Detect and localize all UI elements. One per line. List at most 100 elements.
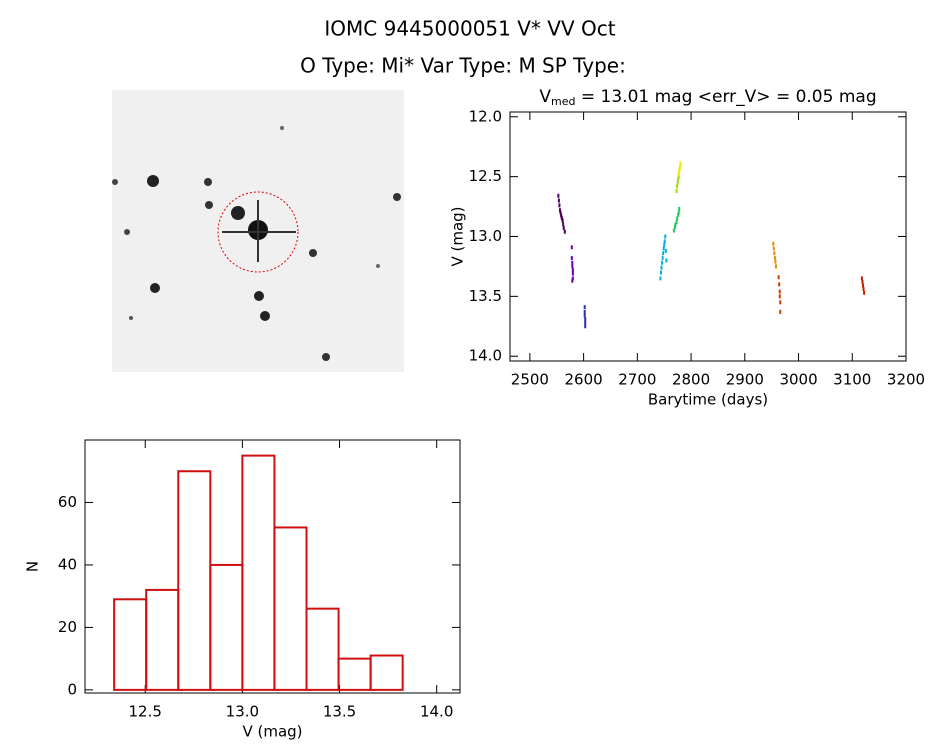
data-point — [663, 242, 666, 247]
data-point — [860, 276, 863, 281]
subtitle: O Type: Mi* Var Type: M SP Type: — [300, 54, 626, 78]
data-point — [773, 256, 776, 261]
x-tick-label: 2700 — [618, 371, 656, 389]
x-tick-label: 13.5 — [323, 703, 356, 721]
data-point — [571, 278, 574, 283]
data-point — [571, 271, 574, 276]
plot-title-subscript: med — [551, 95, 575, 108]
data-point — [571, 268, 574, 273]
y-tick-label: 13.5 — [469, 287, 502, 305]
data-point — [663, 239, 666, 244]
histogram-bar — [369, 654, 404, 691]
data-point — [679, 163, 682, 168]
y-axis-label: V (mag) — [449, 206, 467, 266]
data-point — [661, 256, 664, 261]
x-tick-label: 13.0 — [226, 703, 259, 721]
data-point — [773, 251, 776, 256]
y-axis-label: N — [24, 561, 42, 572]
y-tick-label: 40 — [58, 555, 77, 573]
data-point — [662, 246, 665, 251]
data-point — [772, 241, 775, 246]
data-point — [677, 177, 680, 182]
data-point — [563, 229, 566, 234]
x-tick-label: 12.5 — [129, 703, 162, 721]
data-point — [584, 320, 587, 325]
data-point — [562, 222, 565, 227]
x-tick-label: 3100 — [833, 371, 871, 389]
data-point — [584, 317, 587, 322]
y-tick-label: 13.0 — [469, 227, 502, 245]
data-point — [571, 276, 574, 281]
light-curve-plot: 2500 2600 2700 2800 2900 3000 3100 3200 12.0 12.5… — [449, 87, 926, 409]
histogram-bar — [273, 526, 308, 691]
data-point — [571, 264, 574, 269]
data-point — [779, 309, 782, 314]
data-point — [583, 305, 586, 310]
x-tick-label: 2500 — [511, 371, 549, 389]
data-point — [673, 224, 676, 229]
data-point — [678, 168, 681, 173]
data-point — [560, 212, 563, 217]
data-point — [862, 287, 865, 292]
data-point — [677, 174, 680, 179]
data-point — [583, 313, 586, 318]
data-point — [672, 228, 675, 233]
data-point — [677, 212, 680, 217]
data-point — [559, 210, 562, 215]
x-tick-label: 3200 — [887, 371, 925, 389]
data-point — [562, 226, 565, 231]
data-point — [557, 193, 560, 198]
histogram-bar — [337, 657, 372, 691]
data-point — [862, 283, 865, 288]
plot-frame — [84, 439, 461, 694]
data-point — [571, 260, 574, 265]
data-point — [779, 300, 782, 305]
x-axis-label: Barytime (days) — [648, 391, 768, 409]
x-tick-label: 2600 — [565, 371, 603, 389]
y-tick-label: 0 — [67, 680, 77, 698]
data-point — [674, 222, 677, 227]
data-point — [675, 189, 678, 194]
data-point — [659, 276, 662, 281]
histogram-bar — [241, 454, 276, 691]
data-point — [679, 161, 682, 166]
data-point — [561, 216, 564, 221]
plot-frame — [509, 111, 907, 362]
data-point — [558, 203, 561, 208]
data-point — [584, 324, 587, 329]
data-point — [659, 270, 662, 275]
histogram-bar — [177, 470, 212, 691]
data-point — [660, 265, 663, 270]
data-point — [778, 294, 781, 299]
plot-title-rest: = 13.01 mag <err_V> = 0.05 mag — [575, 87, 876, 107]
data-point — [676, 184, 679, 189]
data-point — [558, 208, 561, 213]
star-field-image — [112, 90, 404, 372]
histogram-bar — [305, 607, 340, 691]
data-point — [772, 246, 775, 251]
data-point — [778, 282, 781, 287]
data-point — [677, 210, 680, 215]
y-tick-label: 12.5 — [469, 167, 502, 185]
histogram-plot: 12.5 13.0 13.5 14.0 0 20 40 60 V (mag) N — [24, 439, 461, 741]
data-point — [561, 218, 564, 223]
data-point — [676, 180, 679, 185]
x-tick-label: 3000 — [779, 371, 817, 389]
y-tick-label: 12.0 — [469, 107, 502, 125]
data-point — [570, 256, 573, 261]
data-point — [774, 264, 777, 269]
title: IOMC 9445000051 V* VV Oct — [324, 17, 615, 41]
x-axis-label: V (mag) — [242, 723, 302, 741]
data-point — [676, 216, 679, 221]
data-point — [677, 172, 680, 177]
data-point — [583, 309, 586, 314]
x-tick-label: 14.0 — [420, 703, 453, 721]
data-point — [662, 251, 665, 256]
y-tick-label: 60 — [58, 493, 77, 511]
data-point — [774, 259, 777, 264]
data-point — [675, 220, 678, 225]
histogram-bar — [209, 563, 244, 691]
data-point — [863, 290, 866, 295]
data-point — [557, 198, 560, 203]
